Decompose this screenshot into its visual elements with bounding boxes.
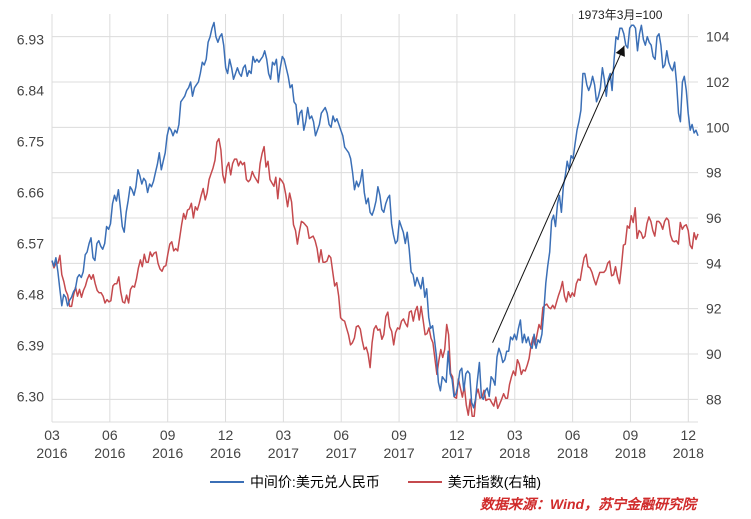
source-note: 数据来源：Wind，苏宁金融研究院 [480,494,696,514]
svg-text:2016: 2016 [94,445,125,461]
legend-item-cny: 中间价:美元兑人民币 [210,472,380,492]
svg-text:06: 06 [333,427,349,443]
svg-text:2018: 2018 [615,445,646,461]
svg-text:09: 09 [391,427,407,443]
top-note: 1973年3月=100 [578,6,662,23]
svg-text:2017: 2017 [384,445,415,461]
svg-text:03: 03 [276,427,292,443]
svg-text:12: 12 [218,427,234,443]
svg-text:09: 09 [623,427,639,443]
svg-text:98: 98 [706,165,722,181]
svg-text:2016: 2016 [152,445,183,461]
svg-text:06: 06 [565,427,581,443]
svg-text:2018: 2018 [673,445,704,461]
svg-text:6.66: 6.66 [17,185,44,201]
svg-text:6.30: 6.30 [17,389,44,405]
svg-text:6.93: 6.93 [17,32,44,48]
svg-text:2016: 2016 [36,445,67,461]
svg-text:6.39: 6.39 [17,338,44,354]
svg-text:104: 104 [706,29,730,45]
legend-label-dxy: 美元指数(右轴) [448,472,541,492]
svg-text:92: 92 [706,301,722,317]
svg-text:6.75: 6.75 [17,134,44,150]
svg-text:2016: 2016 [210,445,241,461]
svg-text:100: 100 [706,119,730,135]
svg-text:96: 96 [706,210,722,226]
svg-text:2017: 2017 [326,445,357,461]
svg-text:94: 94 [706,255,722,271]
svg-text:12: 12 [681,427,697,443]
svg-text:2017: 2017 [268,445,299,461]
legend-label-cny: 中间价:美元兑人民币 [250,472,380,492]
svg-text:06: 06 [102,427,118,443]
svg-text:03: 03 [44,427,60,443]
svg-text:102: 102 [706,74,730,90]
svg-text:2017: 2017 [441,445,472,461]
svg-text:12: 12 [449,427,465,443]
svg-text:90: 90 [706,346,722,362]
svg-text:6.48: 6.48 [17,287,44,303]
legend-swatch-dxy [408,481,442,483]
svg-text:88: 88 [706,391,722,407]
exchange-rate-chart: 6.30 6.39 6.48 6.57 6.66 6.75 6.84 6.93 88 90 92 94… [0,0,751,519]
legend: 中间价:美元兑人民币 美元指数(右轴) [0,470,751,492]
svg-text:6.84: 6.84 [17,83,44,99]
svg-text:6.57: 6.57 [17,236,44,252]
svg-text:09: 09 [160,427,176,443]
legend-item-dxy: 美元指数(右轴) [408,472,541,492]
svg-text:2018: 2018 [557,445,588,461]
legend-swatch-cny [210,481,244,483]
svg-text:2018: 2018 [499,445,530,461]
svg-text:03: 03 [507,427,523,443]
